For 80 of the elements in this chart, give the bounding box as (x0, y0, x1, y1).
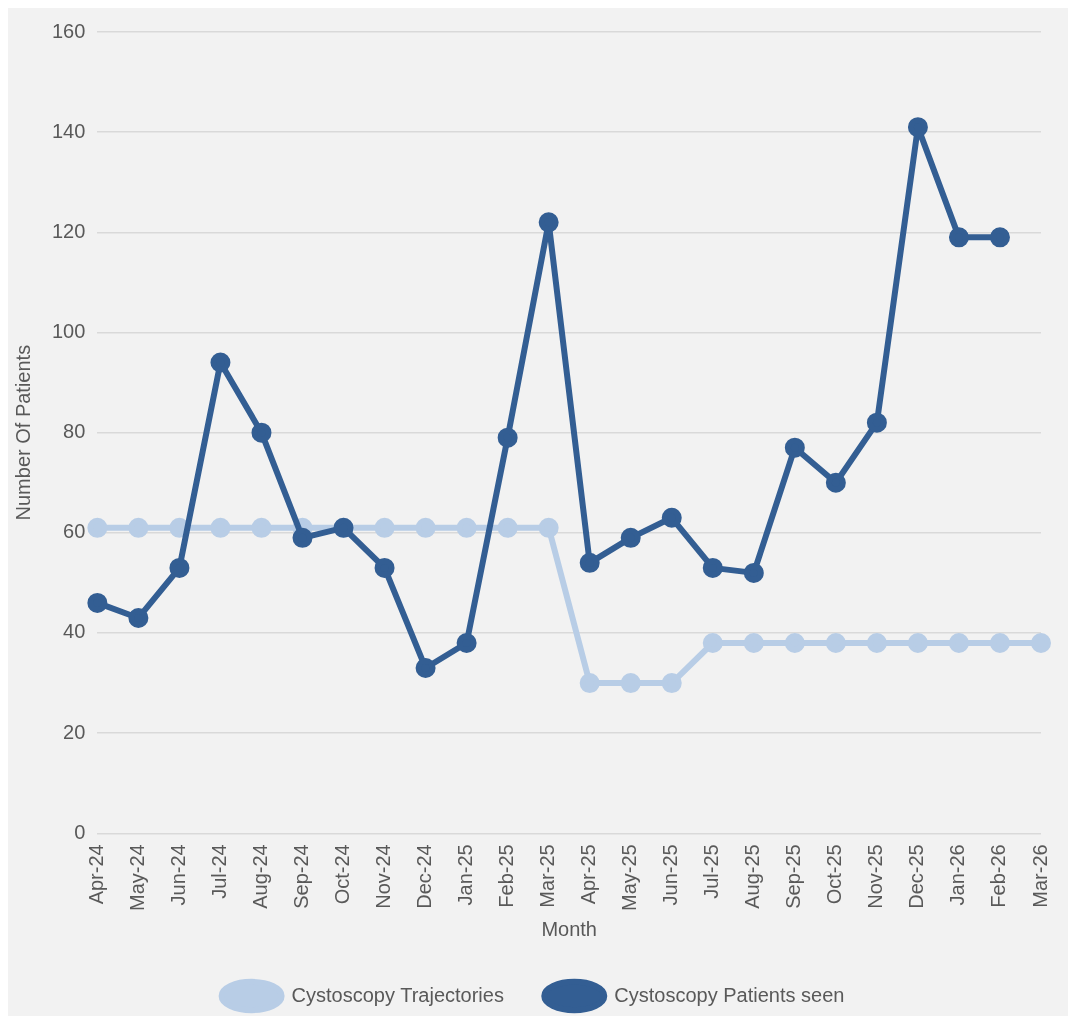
point (661, 507, 682, 528)
point (210, 517, 231, 538)
point (825, 472, 846, 493)
point (128, 517, 149, 538)
x-tick-label: Oct-24 (331, 844, 354, 905)
x-tick-label: Jun-24 (166, 844, 189, 906)
x-tick-label: Apr-25 (577, 844, 600, 905)
point (784, 437, 805, 458)
point (825, 633, 846, 653)
point (415, 658, 436, 679)
point (620, 527, 641, 548)
point (989, 633, 1010, 653)
y-tick-label: 140 (51, 119, 86, 142)
x-tick-label: Mar-25 (536, 844, 559, 908)
point (538, 517, 559, 538)
x-tick-label: Jul-24 (207, 844, 230, 899)
x-axis-title: Month (541, 917, 597, 940)
x-tick-label: Nov-25 (864, 844, 887, 909)
y-tick-label: 0 (74, 820, 86, 843)
point (456, 517, 477, 538)
x-tick-label: May-24 (125, 844, 148, 912)
point (210, 352, 231, 373)
point (538, 212, 559, 233)
point (579, 673, 600, 694)
x-tick-label: Jul-25 (700, 844, 723, 899)
y-tick-label: 160 (51, 19, 86, 42)
x-tick-label: Feb-25 (495, 844, 518, 908)
point (743, 633, 764, 653)
y-tick-label: 60 (63, 520, 86, 543)
x-tick-label: Jan-26 (946, 844, 969, 906)
point (374, 517, 395, 538)
x-tick-label: Sep-25 (782, 844, 805, 909)
point (292, 527, 313, 548)
point (87, 517, 108, 538)
point (579, 552, 600, 573)
point (784, 633, 805, 653)
point (169, 557, 190, 578)
x-tick-label: Nov-24 (372, 844, 395, 909)
point (620, 673, 641, 694)
x-tick-label: Feb-26 (987, 844, 1010, 908)
point (661, 673, 682, 694)
y-axis-title: Number Of Patients (11, 344, 34, 521)
point (128, 607, 149, 628)
legend-label: Cystoscopy Trajectories (291, 983, 504, 1006)
point (251, 517, 272, 538)
y-tick-label: 120 (51, 219, 86, 242)
point (415, 517, 436, 538)
point (87, 592, 108, 613)
x-tick-label: Apr-24 (84, 844, 107, 905)
point (743, 562, 764, 583)
point (702, 557, 723, 578)
x-tick-label: Dec-25 (905, 844, 928, 909)
x-tick-label: Jan-25 (454, 844, 477, 906)
y-tick-label: 20 (63, 720, 86, 743)
point (497, 427, 518, 448)
point (497, 517, 518, 538)
x-tick-label: May-25 (618, 844, 641, 912)
x-tick-label: Aug-25 (741, 844, 764, 909)
x-tick-label: Sep-24 (290, 844, 313, 909)
y-tick-label: 80 (63, 420, 86, 443)
point (251, 422, 272, 443)
y-tick-label: 40 (63, 620, 86, 643)
point (456, 633, 477, 653)
point (866, 412, 887, 433)
y-tick-label: 100 (51, 320, 86, 343)
point (866, 633, 887, 653)
point (907, 117, 928, 138)
x-tick-label: Dec-24 (413, 844, 436, 909)
x-tick-label: Jun-25 (659, 844, 682, 906)
point (374, 557, 395, 578)
point (907, 633, 928, 653)
x-tick-label: Aug-24 (248, 844, 271, 909)
point (948, 227, 969, 248)
point (989, 227, 1010, 248)
point (702, 633, 723, 653)
x-tick-label: Oct-25 (823, 844, 846, 905)
legend-label: Cystoscopy Patients seen (614, 983, 845, 1006)
point (948, 633, 969, 653)
point (1031, 633, 1051, 653)
x-tick-label: Mar-26 (1028, 844, 1051, 908)
